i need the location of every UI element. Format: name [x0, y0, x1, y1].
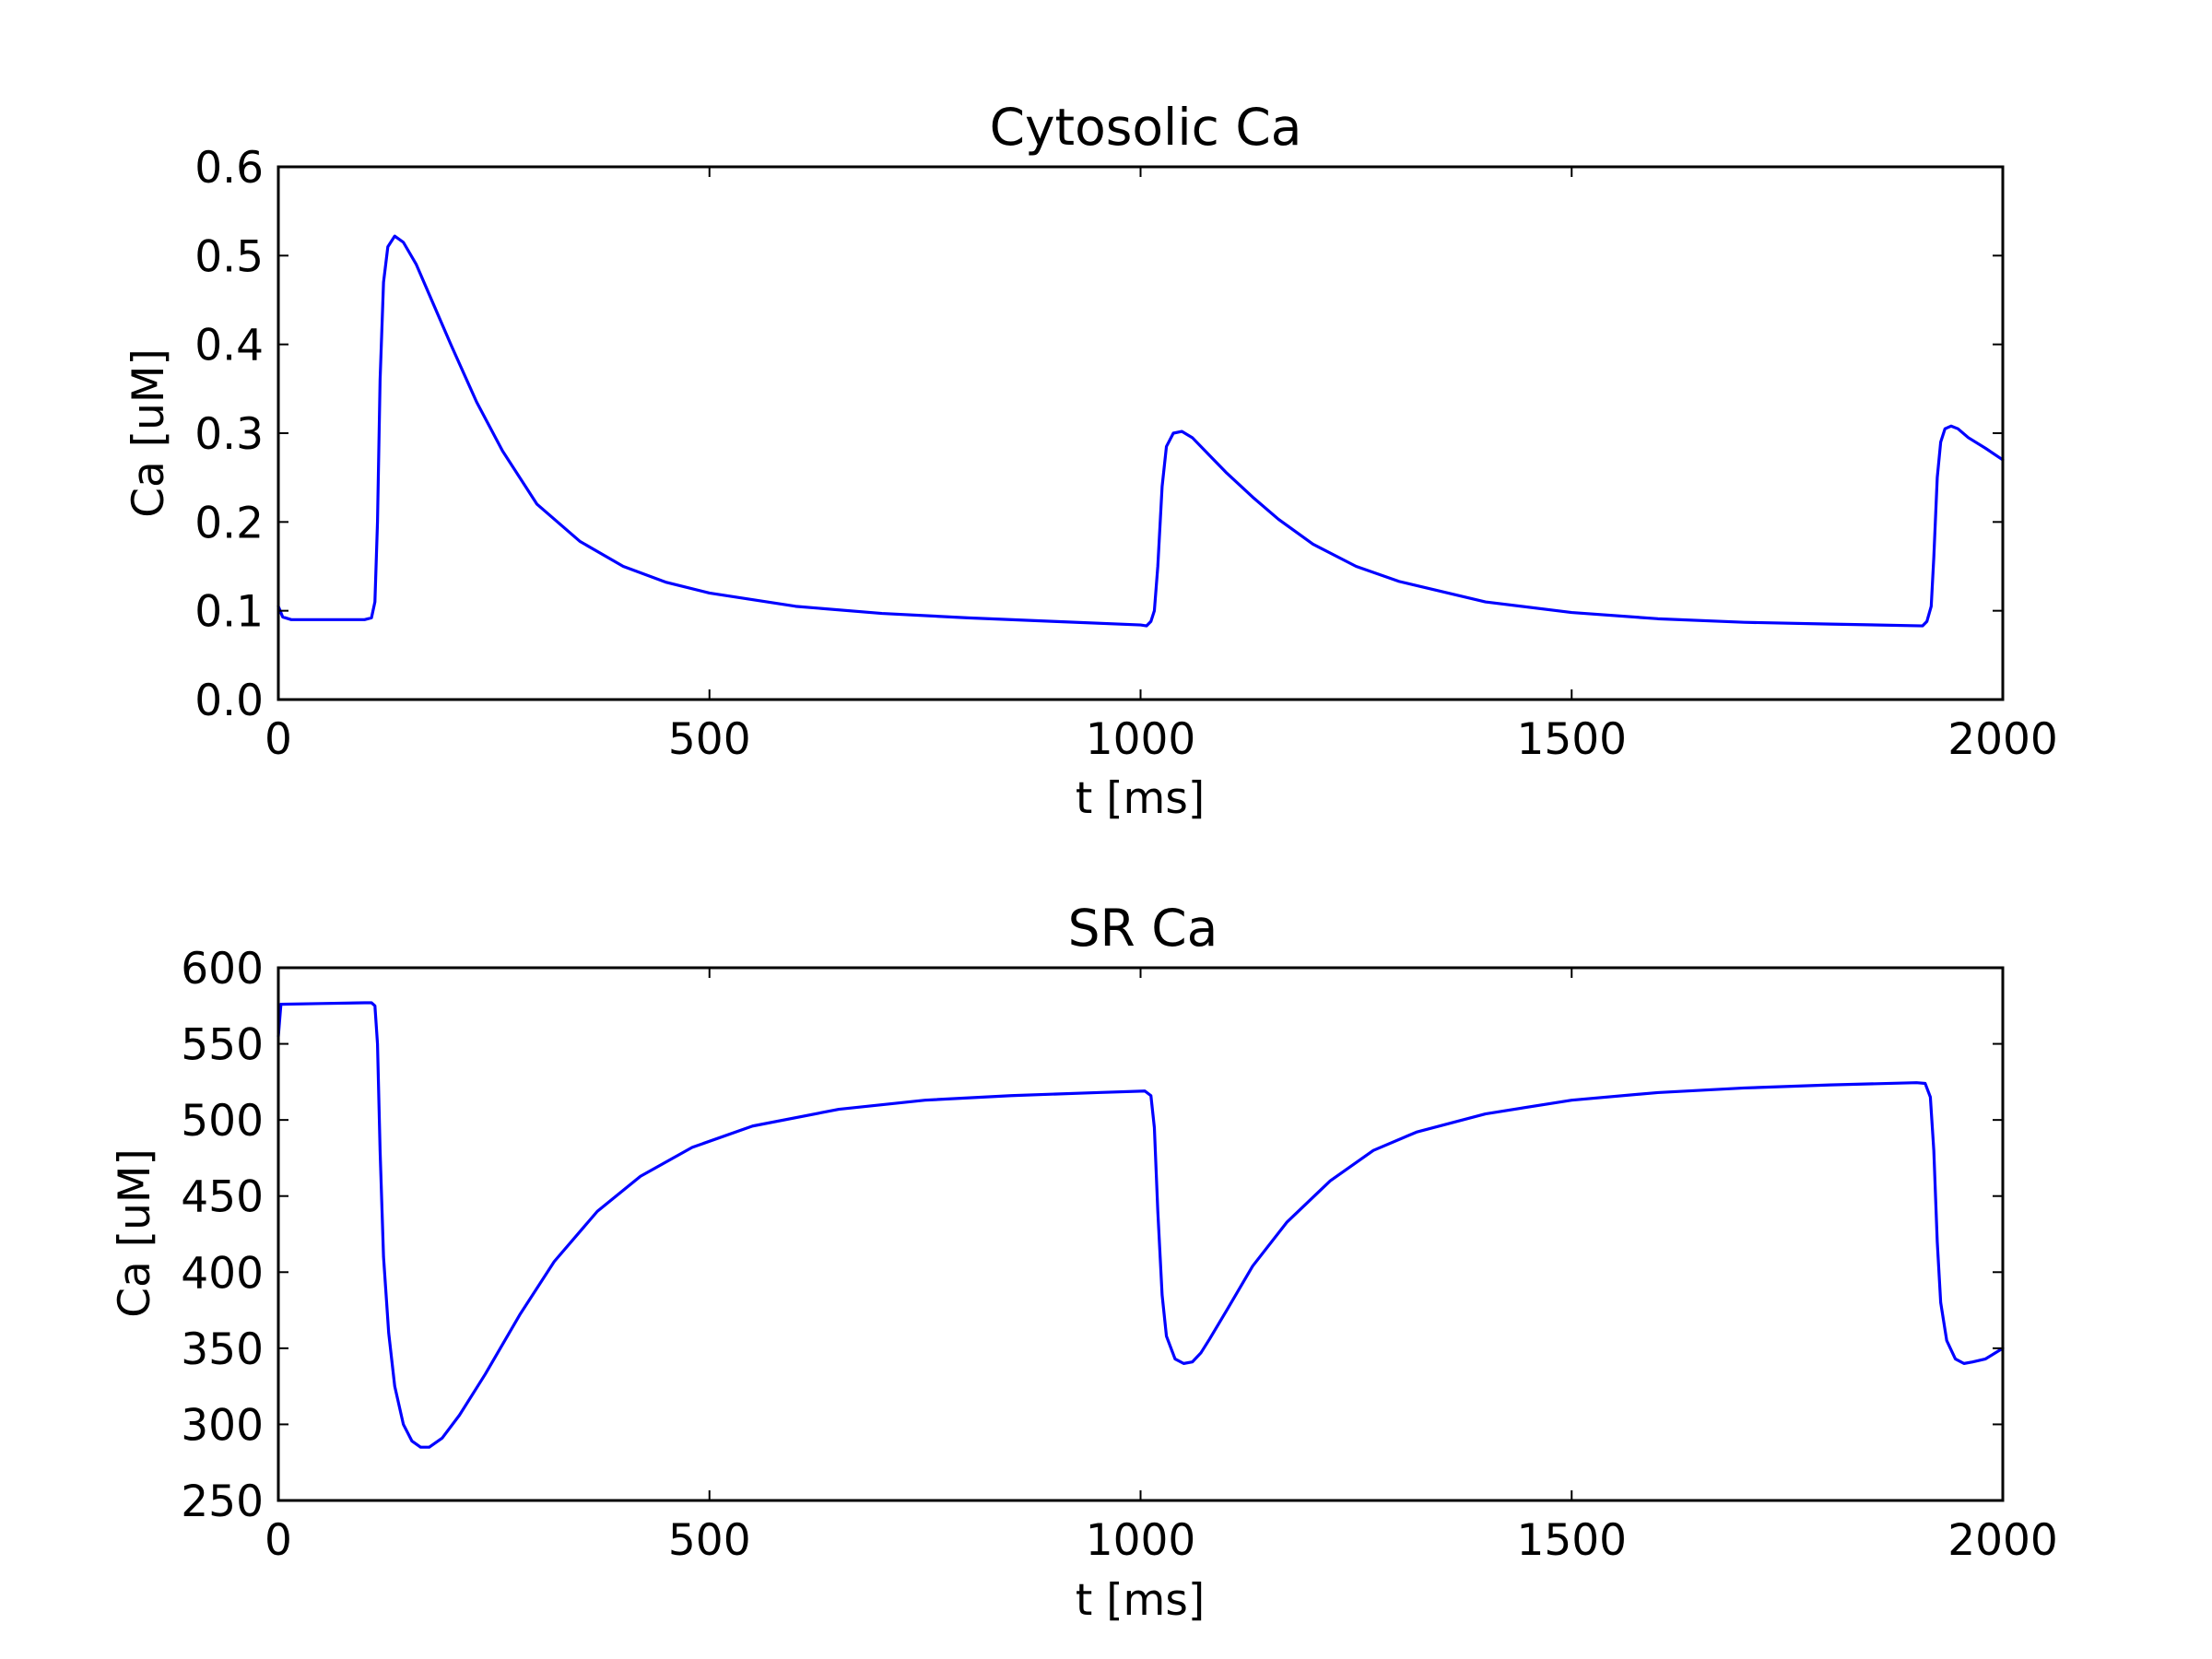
- chart-title: SR Ca: [1068, 899, 1218, 958]
- series-group: [276, 1001, 2005, 1449]
- y-axis-label: Ca [uM]: [110, 1148, 160, 1318]
- y-tick-label: 600: [181, 944, 264, 994]
- x-tick-label: 1500: [1516, 714, 1627, 765]
- y-tick-label: 550: [181, 1020, 264, 1071]
- subplot-sr-ca: SR Ca 0 500 1000 1500 2000 250 300 350 400 450 500…: [110, 899, 2058, 1626]
- x-tick-label: 0: [265, 1515, 292, 1566]
- tick-group: 0 500 1000 1500 2000 250 300 350 400 450 500 550 600: [181, 944, 2058, 1566]
- tick-group: 0 500 1000 1500 2000 0.0 0.1 0.2 0.3 0.4 0.5 0.6: [194, 143, 2058, 765]
- x-tick-label: 1000: [1086, 714, 1196, 765]
- y-tick-label: 0.5: [194, 231, 264, 282]
- y-tick-label: 0.1: [194, 587, 264, 638]
- y-tick-label: 0.0: [194, 676, 264, 726]
- chart-title: Cytosolic Ca: [990, 98, 1302, 157]
- x-tick-label: 1500: [1516, 1515, 1627, 1566]
- y-tick-label: 500: [181, 1096, 264, 1147]
- x-tick-label: 500: [668, 714, 751, 765]
- x-tick-label: 2000: [1947, 714, 2058, 765]
- subplot-cytosolic-ca: Cytosolic Ca 0 500 1000 1500 2000 0.0 0.1 0.2 0.…: [124, 98, 2058, 824]
- y-tick-label: 0.6: [194, 143, 264, 194]
- x-tick-label: 0: [265, 714, 292, 765]
- series-line-0: [276, 1001, 2005, 1449]
- y-tick-label: 250: [181, 1477, 264, 1527]
- y-tick-label: 0.3: [194, 409, 264, 460]
- x-tick-label: 1000: [1086, 1515, 1196, 1566]
- x-axis-label: t [ms]: [1076, 1575, 1205, 1626]
- y-tick-label: 0.4: [194, 321, 264, 371]
- x-tick-label: 500: [668, 1515, 751, 1566]
- series-line-0: [276, 234, 2005, 628]
- x-tick-label: 2000: [1947, 1515, 2058, 1566]
- y-tick-label: 300: [181, 1400, 264, 1451]
- y-axis-label: Ca [uM]: [124, 348, 174, 518]
- y-tick-label: 400: [181, 1248, 264, 1299]
- x-axis-label: t [ms]: [1076, 773, 1205, 824]
- y-tick-label: 450: [181, 1172, 264, 1223]
- series-group: [276, 234, 2005, 628]
- y-tick-label: 350: [181, 1324, 264, 1375]
- y-tick-label: 0.2: [194, 498, 264, 548]
